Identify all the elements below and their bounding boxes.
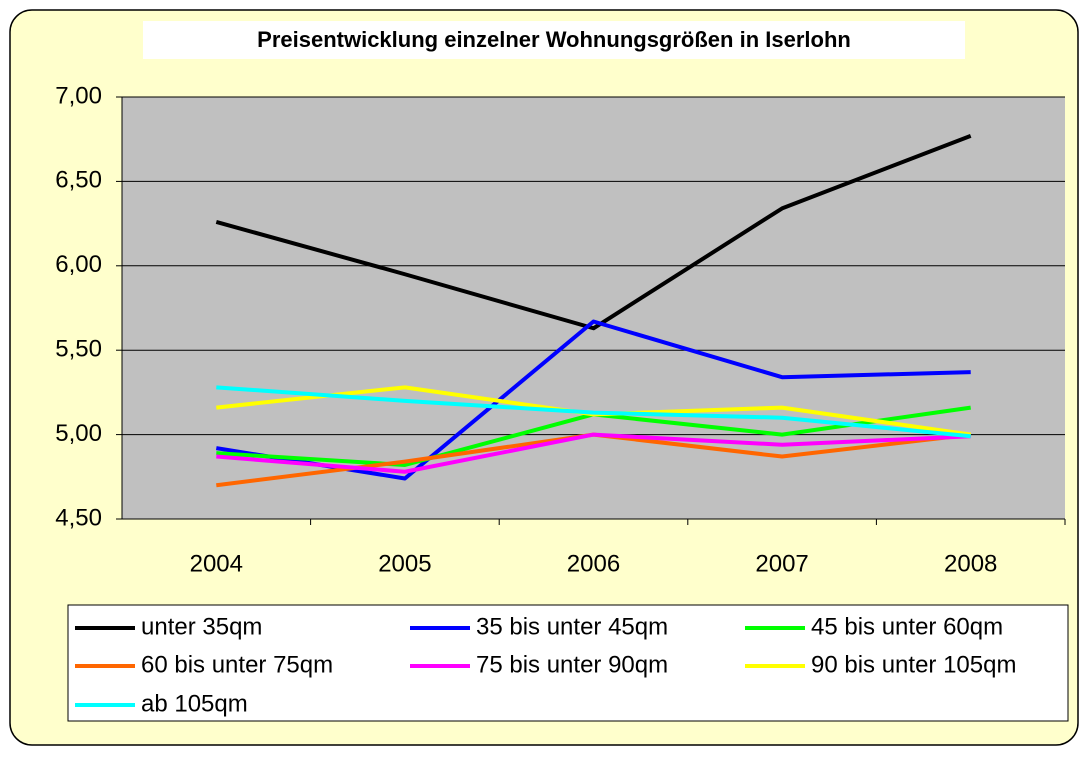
chart-title: Preisentwicklung einzelner Wohnungsgröße… (257, 27, 851, 52)
series-line (216, 385, 971, 439)
y-tick-label: 5,50 (55, 336, 102, 363)
legend-label: ab 105qm (141, 690, 248, 717)
y-tick-label: 4,50 (55, 504, 102, 531)
y-tick-label: 7,00 (55, 82, 102, 109)
y-tick-label: 6,50 (55, 167, 102, 194)
y-tick-label: 5,00 (55, 420, 102, 447)
x-tick-label: 2005 (378, 550, 431, 577)
x-tick-label: 2006 (567, 550, 620, 577)
series-line (215, 133, 972, 331)
plot-area (122, 97, 1065, 519)
x-tick-label: 2007 (755, 550, 808, 577)
legend-label: 35 bis unter 45qm (476, 613, 668, 640)
x-tick-label: 2008 (944, 550, 997, 577)
series-line (216, 432, 971, 474)
legend-box (67, 604, 1069, 722)
title-background (143, 21, 965, 59)
legend-label: 60 bis unter 75qm (141, 651, 333, 678)
legend-label: 45 bis unter 60qm (811, 613, 1003, 640)
legend-label: 75 bis unter 90qm (476, 651, 668, 678)
legend-label: 90 bis unter 105qm (811, 651, 1016, 678)
y-tick-label: 6,00 (55, 251, 102, 278)
legend-label: unter 35qm (141, 613, 262, 640)
x-tick-label: 2004 (190, 550, 243, 577)
